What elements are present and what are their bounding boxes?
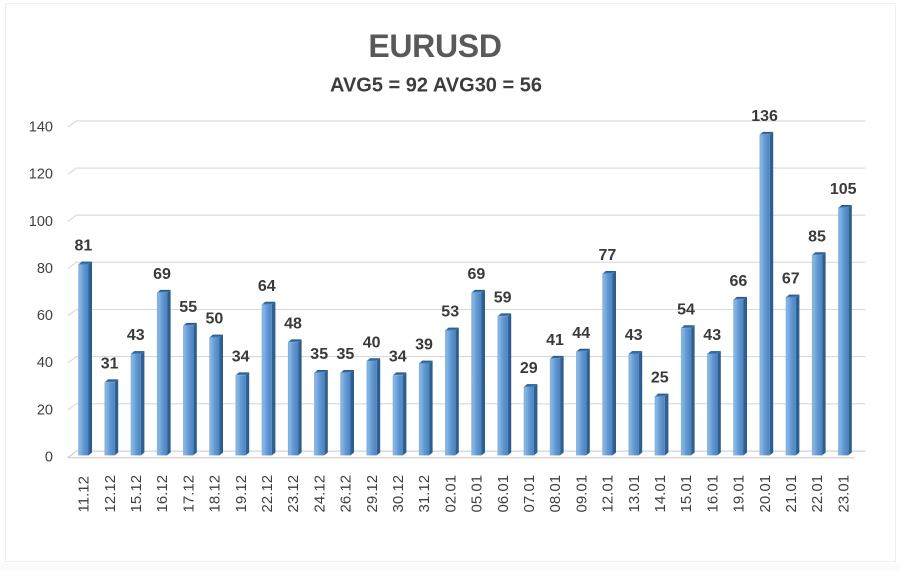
svg-text:41: 41 bbox=[546, 332, 564, 349]
svg-text:85: 85 bbox=[808, 228, 826, 245]
svg-text:43: 43 bbox=[703, 327, 721, 344]
svg-text:81: 81 bbox=[75, 238, 93, 255]
svg-text:24.12: 24.12 bbox=[311, 475, 328, 513]
svg-text:40: 40 bbox=[37, 355, 53, 371]
svg-text:50: 50 bbox=[206, 311, 224, 328]
svg-text:53: 53 bbox=[441, 304, 459, 321]
svg-text:14.01: 14.01 bbox=[652, 475, 669, 513]
svg-text:105: 105 bbox=[830, 181, 857, 198]
svg-text:09.01: 09.01 bbox=[573, 475, 590, 513]
svg-text:31.12: 31.12 bbox=[416, 475, 433, 513]
svg-text:17.12: 17.12 bbox=[180, 475, 197, 513]
svg-text:08.01: 08.01 bbox=[547, 475, 564, 513]
svg-text:48: 48 bbox=[284, 316, 302, 333]
svg-text:16.12: 16.12 bbox=[154, 475, 171, 513]
svg-text:35: 35 bbox=[337, 346, 355, 363]
svg-text:23.01: 23.01 bbox=[835, 475, 852, 513]
svg-text:43: 43 bbox=[625, 327, 643, 344]
svg-text:44: 44 bbox=[572, 325, 590, 342]
svg-text:26.12: 26.12 bbox=[338, 475, 355, 513]
svg-text:136: 136 bbox=[751, 108, 778, 125]
svg-text:80: 80 bbox=[37, 261, 53, 277]
svg-text:06.01: 06.01 bbox=[495, 475, 512, 513]
svg-text:12.12: 12.12 bbox=[102, 475, 119, 513]
svg-text:23.12: 23.12 bbox=[285, 475, 302, 513]
svg-text:43: 43 bbox=[127, 327, 145, 344]
svg-text:12.01: 12.01 bbox=[600, 475, 617, 513]
svg-text:35: 35 bbox=[310, 346, 328, 363]
svg-text:15.12: 15.12 bbox=[128, 475, 145, 513]
svg-text:11.12: 11.12 bbox=[76, 476, 93, 512]
svg-text:29.12: 29.12 bbox=[364, 475, 381, 513]
svg-text:22.01: 22.01 bbox=[809, 475, 826, 513]
svg-text:29: 29 bbox=[520, 360, 538, 377]
svg-text:54: 54 bbox=[677, 301, 695, 318]
svg-text:20: 20 bbox=[37, 402, 53, 418]
svg-text:21.01: 21.01 bbox=[783, 475, 800, 513]
svg-text:22.12: 22.12 bbox=[259, 475, 276, 513]
svg-text:69: 69 bbox=[153, 266, 171, 283]
svg-text:13.01: 13.01 bbox=[626, 475, 643, 513]
svg-text:30.12: 30.12 bbox=[390, 475, 407, 513]
svg-text:19.01: 19.01 bbox=[731, 475, 748, 513]
svg-text:07.01: 07.01 bbox=[521, 475, 538, 513]
svg-text:39: 39 bbox=[415, 337, 433, 354]
svg-text:66: 66 bbox=[730, 273, 748, 290]
svg-text:67: 67 bbox=[782, 271, 800, 288]
svg-text:15.01: 15.01 bbox=[678, 475, 695, 513]
svg-text:77: 77 bbox=[599, 247, 617, 264]
svg-text:55: 55 bbox=[179, 299, 197, 316]
svg-text:34: 34 bbox=[389, 349, 407, 366]
svg-text:25: 25 bbox=[651, 370, 669, 387]
svg-text:0: 0 bbox=[45, 450, 53, 466]
svg-text:18.12: 18.12 bbox=[207, 475, 224, 513]
svg-text:16.01: 16.01 bbox=[704, 475, 721, 513]
svg-text:31: 31 bbox=[101, 356, 119, 373]
svg-text:120: 120 bbox=[29, 167, 53, 183]
svg-text:AVG5 = 92 AVG30 = 56: AVG5 = 92 AVG30 = 56 bbox=[330, 75, 542, 97]
svg-text:69: 69 bbox=[468, 266, 486, 283]
svg-text:140: 140 bbox=[29, 120, 53, 136]
svg-text:EURUSD: EURUSD bbox=[368, 28, 501, 64]
svg-text:34: 34 bbox=[232, 349, 250, 366]
svg-text:40: 40 bbox=[363, 334, 381, 351]
svg-text:60: 60 bbox=[37, 308, 53, 324]
svg-text:20.01: 20.01 bbox=[757, 475, 774, 513]
svg-text:64: 64 bbox=[258, 278, 276, 295]
svg-text:02.01: 02.01 bbox=[442, 475, 459, 513]
svg-text:05.01: 05.01 bbox=[469, 475, 486, 513]
svg-text:59: 59 bbox=[494, 290, 512, 307]
svg-text:19.12: 19.12 bbox=[233, 475, 250, 513]
svg-text:100: 100 bbox=[29, 214, 53, 230]
